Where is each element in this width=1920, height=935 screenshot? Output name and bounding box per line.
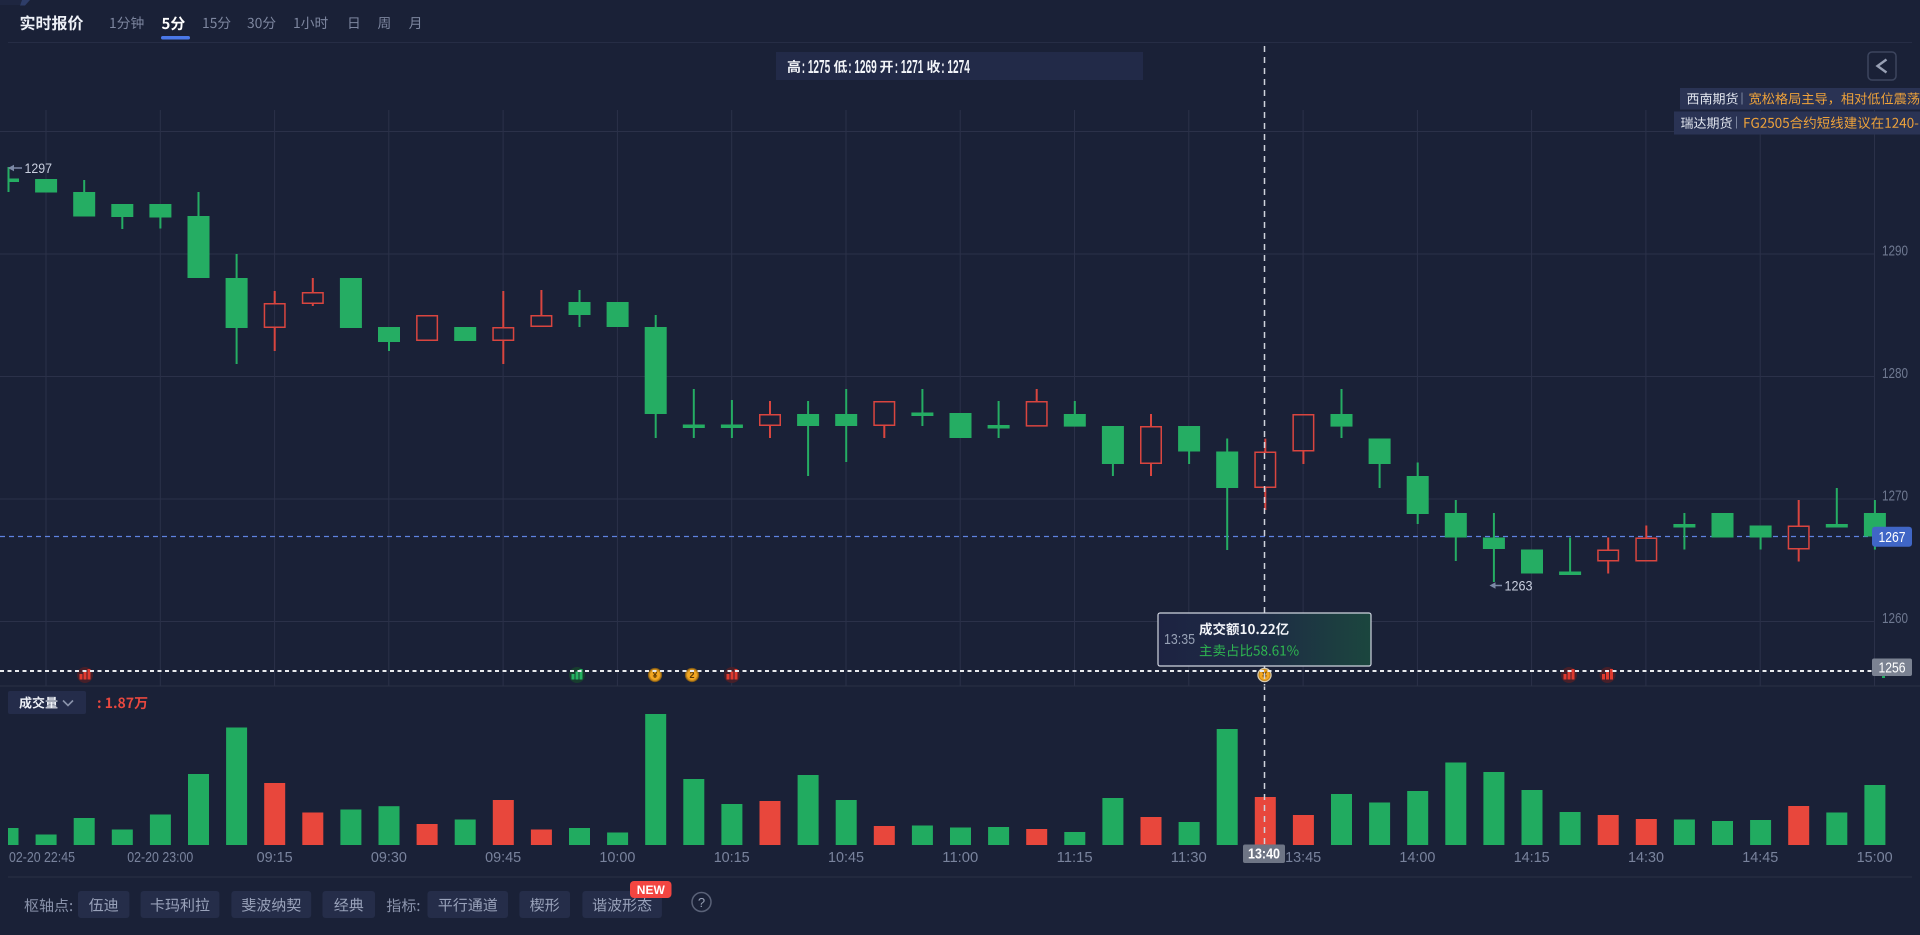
svg-text:14:30: 14:30 [1628, 849, 1664, 866]
svg-text:13:35: 13:35 [1164, 631, 1195, 648]
svg-text:1263: 1263 [1505, 578, 1533, 594]
svg-text:13:40: 13:40 [1248, 846, 1280, 863]
svg-text:14:45: 14:45 [1742, 849, 1778, 866]
svg-text:1256: 1256 [1879, 660, 1906, 677]
svg-text:14:15: 14:15 [1514, 849, 1550, 866]
svg-text:1270: 1270 [1882, 488, 1908, 505]
svg-text:14:00: 14:00 [1399, 849, 1435, 866]
svg-text:02-20 23:00: 02-20 23:00 [127, 849, 193, 866]
svg-text:1280: 1280 [1882, 365, 1908, 382]
svg-text:10:45: 10:45 [828, 849, 864, 866]
svg-text:10:00: 10:00 [599, 849, 635, 866]
svg-text:: 1274: : 1274 [941, 57, 970, 77]
svg-text:2: 2 [689, 670, 694, 680]
svg-text:?: ? [698, 895, 705, 910]
svg-text:09:15: 09:15 [257, 849, 293, 866]
svg-text:NEW: NEW [637, 883, 666, 897]
svg-text:02-20 22:45: 02-20 22:45 [9, 849, 75, 866]
svg-text:: 1269: : 1269 [848, 57, 877, 77]
svg-text:09:30: 09:30 [371, 849, 407, 866]
svg-text:1260: 1260 [1882, 610, 1908, 627]
svg-text:13:45: 13:45 [1285, 849, 1321, 866]
svg-text:11:15: 11:15 [1057, 849, 1093, 866]
svg-text:1290: 1290 [1882, 243, 1908, 260]
svg-text:1267: 1267 [1879, 529, 1906, 546]
svg-text:15:00: 15:00 [1857, 849, 1893, 866]
svg-text:: 1275: : 1275 [802, 57, 831, 77]
svg-text:¥: ¥ [652, 670, 657, 680]
svg-text:1297: 1297 [25, 160, 53, 176]
svg-text:10:15: 10:15 [714, 849, 750, 866]
svg-text:11:00: 11:00 [942, 849, 978, 866]
svg-text:11:30: 11:30 [1171, 849, 1207, 866]
svg-text:: 1271: : 1271 [895, 57, 924, 77]
svg-text:09:45: 09:45 [485, 849, 521, 866]
